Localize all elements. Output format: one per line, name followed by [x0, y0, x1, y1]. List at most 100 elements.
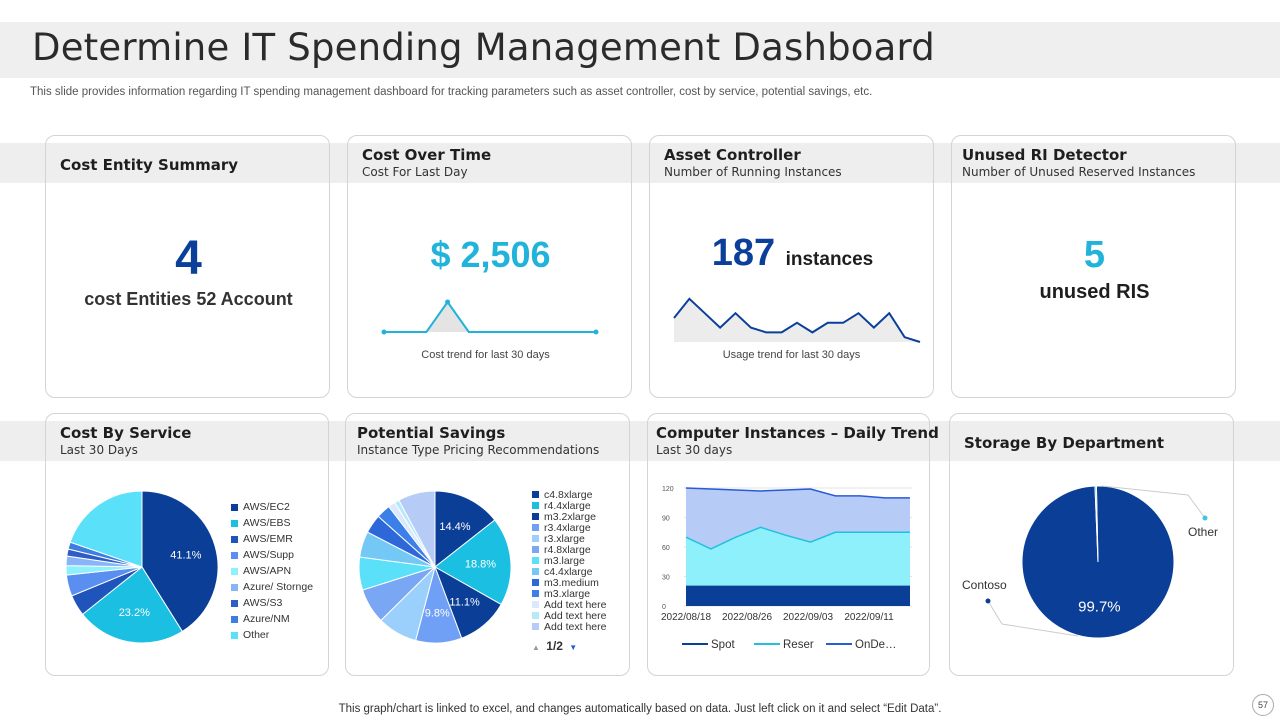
- cost-trend-point: [445, 299, 451, 305]
- unused-ri-card[interactable]: Unused RI Detector Number of Unused Rese…: [951, 135, 1236, 398]
- unused-ri-caption: unused RIS: [1039, 281, 1150, 303]
- card-title: Unused RI Detector: [962, 146, 1127, 164]
- legend-item: AWS/APN: [231, 563, 313, 579]
- y-tick-label: 120: [662, 486, 674, 493]
- label-other: Other: [1188, 525, 1218, 539]
- legend-item: AWS/EMR: [231, 531, 313, 547]
- y-tick-label: 30: [662, 575, 670, 582]
- legend-label: AWS/EBS: [243, 517, 291, 529]
- header-band-bottom: [0, 421, 1280, 461]
- legend-swatch: [532, 535, 539, 542]
- legend-swatch: [532, 491, 539, 498]
- legend-label: r3.4xlarge: [544, 521, 591, 534]
- legend-swatch: [231, 519, 238, 527]
- leader-line-other: [1101, 485, 1206, 519]
- card-subtitle: Last 30 days: [656, 443, 733, 457]
- legend-swatch: [231, 503, 238, 511]
- legend-label: r4.8xlarge: [544, 543, 591, 556]
- x-tick-label: 2022/09/03: [783, 612, 833, 623]
- legend-label: m3.xlarge: [544, 587, 591, 600]
- legend-item: Azure/NM: [231, 611, 313, 627]
- area-ondemand: [686, 488, 910, 549]
- legend-swatch: [532, 557, 539, 564]
- compute-instances-card[interactable]: Computer Instances – Daily Trend Last 30…: [647, 413, 939, 676]
- legend-item: m3.xlarge: [532, 587, 606, 600]
- legend-swatch: [231, 583, 238, 591]
- cost-trend-caption: Cost trend for last 30 days: [421, 349, 550, 361]
- pie-slice-add-text-here: [398, 490, 436, 568]
- leader-dot-contoso: [985, 598, 991, 604]
- area-spot: [686, 586, 910, 606]
- potential-savings-card[interactable]: Potential Savings Instance Type Pricing …: [345, 413, 630, 676]
- legend-swatch: [532, 612, 539, 619]
- legend-label: r4.4xlarge: [544, 499, 591, 512]
- legend-label: AWS/EC2: [243, 501, 290, 513]
- legend-label: Add text here: [544, 609, 607, 622]
- storage-card[interactable]: Storage By Department 99.7% Other Contoso: [949, 413, 1234, 676]
- usage-trend-sparkline: [673, 297, 921, 343]
- series-line-1: [685, 526, 910, 550]
- card-subtitle: Number of Unused Reserved Instances: [962, 165, 1196, 179]
- compute-instances-area-chart: 0 30 60 90 120 2022/08/18 2022/08/26 2022/09/03…: [661, 486, 912, 651]
- pie-slice-aws-ebs: [81, 566, 184, 644]
- legend-swatch: [532, 568, 539, 575]
- legend-label: Spot: [711, 639, 735, 651]
- legend-item: AWS/Supp: [231, 547, 313, 563]
- page-title: Determine IT Spending Management Dashboa…: [32, 26, 935, 69]
- legend-label: m3.medium: [544, 576, 599, 589]
- cost-trend-sparkline: [381, 299, 599, 335]
- x-tick-label: 2022/09/11: [844, 612, 894, 623]
- legend-item: r4.4xlarge: [532, 499, 606, 512]
- card-title: Computer Instances – Daily Trend: [656, 424, 939, 442]
- legend-item: m3.2xlarge: [532, 510, 606, 523]
- card-title: Cost By Service: [60, 424, 192, 442]
- legend-item: Add text here: [532, 599, 606, 611]
- series-line-2: [685, 487, 910, 499]
- cost-entity-caption: cost Entities 52 Account: [84, 289, 293, 309]
- cost-entity-value: 4: [175, 232, 202, 285]
- card-title: Cost Entity Summary: [60, 156, 239, 174]
- legend-item: r3.4xlarge: [532, 521, 606, 534]
- legend-label: m3.2xlarge: [544, 510, 596, 523]
- legend-label: AWS/APN: [243, 565, 292, 577]
- leader-line-contoso: [987, 600, 1079, 637]
- asset-unit: instances: [785, 249, 874, 270]
- card-subtitle: Cost For Last Day: [362, 165, 468, 179]
- legend-item: Azure/ Stornge: [231, 579, 313, 595]
- legend-item: r4.8xlarge: [532, 543, 606, 556]
- label-contoso: Contoso: [962, 578, 1007, 592]
- legend-swatch: [231, 599, 238, 607]
- footnote: This graph/chart is linked to excel, and…: [338, 703, 942, 715]
- usage-trend-caption: Usage trend for last 30 days: [722, 349, 861, 361]
- cost-by-service-card[interactable]: Cost By Service Last 30 Days 41.1% 23.2% …: [45, 413, 329, 676]
- legend-swatch: [231, 631, 238, 639]
- usage-trend-line: [673, 297, 921, 343]
- unused-ri-value: 5: [1083, 234, 1106, 276]
- legend-item: Add text here: [532, 621, 606, 633]
- legend-swatch: [532, 502, 539, 509]
- cost-entity-card[interactable]: Cost Entity Summary 4 cost Entities 52 A…: [45, 135, 330, 398]
- legend-label: m3.large: [544, 554, 585, 567]
- legend-label: Other: [243, 629, 270, 641]
- pie-slice-c4-8xlarge: [434, 490, 496, 569]
- legend-label: OnDe…: [855, 639, 897, 651]
- y-tick-label: 60: [662, 545, 670, 552]
- legend-item: AWS/EBS: [231, 515, 313, 531]
- legend-swatch: [532, 513, 539, 520]
- pager-down-icon[interactable]: ▼: [569, 643, 578, 652]
- cost-over-time-card[interactable]: Cost Over Time Cost For Last Day $ 2,506…: [347, 135, 632, 398]
- legend-item: m3.medium: [532, 576, 606, 589]
- page-number: 57: [1252, 694, 1274, 716]
- pie-data-label: 11.1%: [449, 597, 480, 609]
- asset-count: 187: [711, 232, 776, 274]
- legend-item: AWS/S3: [231, 595, 313, 611]
- pie-slice-r4-4xlarge: [434, 519, 512, 606]
- card-title: Asset Controller: [664, 146, 801, 164]
- pie-slice-other: [1094, 485, 1099, 563]
- asset-controller-card[interactable]: Asset Controller Number of Running Insta…: [649, 135, 934, 398]
- cost-by-service-legend: AWS/EC2 AWS/EBS AWS/EMR AWS/Supp AWS/APN Azur…: [231, 499, 313, 643]
- potential-savings-pie: 14.4% 18.8% 11.1%9.8%: [358, 490, 512, 644]
- legend-swatch: [231, 535, 238, 543]
- pager-up-icon[interactable]: ▲: [532, 643, 540, 652]
- legend-pager[interactable]: ▲ 1/2 ▼: [532, 639, 577, 653]
